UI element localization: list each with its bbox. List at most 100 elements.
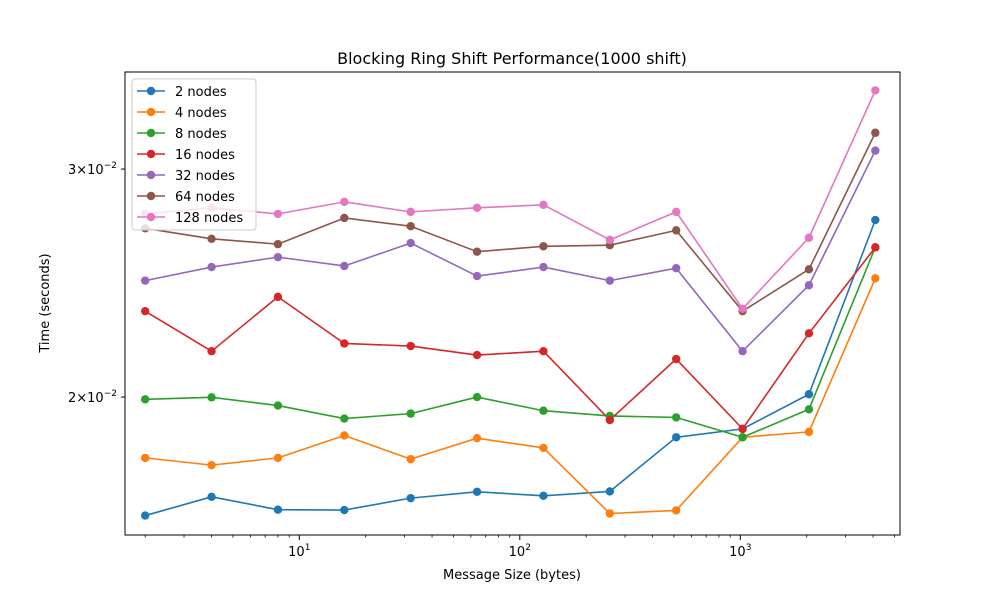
legend-label: 32 nodes [175,169,235,184]
data-point [273,239,283,249]
x-axis-label: Message Size (bytes) [443,568,581,583]
data-point [804,329,814,338]
data-point [871,243,880,252]
data-point [671,413,681,422]
data-point [804,390,814,399]
data-point [340,339,349,348]
data-point [539,346,548,356]
legend-swatch-marker [146,212,156,222]
data-point [472,433,482,443]
data-point [340,261,349,271]
data-point [140,276,150,285]
data-point [273,252,283,262]
data-point [671,226,681,235]
series-lines [144,90,877,517]
data-point [605,487,615,496]
legend-label: 4 nodes [175,106,227,121]
data-point [539,262,548,272]
x-tick-label: 101 [288,543,310,560]
data-point [273,401,283,410]
data-point [539,200,548,210]
legend-label: 2 nodes [175,85,227,100]
data-point [738,424,747,434]
data-point [472,350,482,360]
legend-swatch-marker [146,107,156,117]
y-axis-ticks: 2×10−2 3×10−2 [68,161,125,406]
data-point [340,213,349,223]
data-point [472,203,482,213]
data-point [340,414,349,423]
y-axis-label: Time (seconds) [38,253,53,353]
data-point [738,433,747,442]
data-point [273,209,283,219]
legend-label: 64 nodes [175,190,235,205]
data-point [406,341,415,351]
series-line-4 [145,150,877,352]
series-line-5 [145,132,877,312]
data-point [340,197,349,207]
data-point [539,406,548,415]
data-point [671,207,681,217]
series-markers [140,86,880,520]
plot-frame [124,71,901,536]
data-point [671,264,681,273]
data-point [140,453,150,463]
chart-title: Blocking Ring Shift Performance(1000 shi… [337,49,687,68]
data-point [207,346,216,356]
data-point [406,207,415,217]
data-point [472,247,482,256]
data-point [804,405,814,414]
data-point [406,409,415,418]
data-point [804,427,814,437]
data-point [472,487,482,496]
legend: 2 nodes 4 nodes 8 nodes 16 nodes 32 nodes 64 … [131,78,257,231]
data-point [804,281,814,290]
data-point [605,415,615,425]
data-point [539,491,548,500]
data-point [140,395,150,404]
legend-swatch-marker [146,170,156,180]
data-point [207,234,216,244]
data-point [340,431,349,440]
series-line-2 [145,247,877,439]
data-point [871,128,880,137]
data-point [472,392,482,402]
series-line-3 [144,246,876,430]
data-point [871,215,880,225]
data-point [207,393,216,402]
data-point [671,354,681,364]
legend-swatch-marker [146,149,156,159]
data-point [406,454,415,464]
data-point [605,509,615,518]
data-point [871,86,880,95]
legend-label: 16 nodes [175,148,235,163]
data-point [140,306,150,316]
data-point [340,505,349,515]
legend-swatch-marker [146,191,156,201]
legend-label: 128 nodes [175,211,243,226]
series-line-1 [145,278,877,515]
data-point [472,271,482,281]
data-point [207,492,216,501]
data-point [671,506,681,515]
data-point [207,262,216,272]
legend-label: 8 nodes [175,127,227,142]
legend-frame [131,78,257,231]
data-point [871,274,880,283]
data-point [804,265,814,274]
data-point [605,276,615,285]
data-point [273,453,283,463]
data-point [804,233,814,242]
data-point [406,493,415,503]
data-point [406,238,415,248]
y-tick-label: 3×10−2 [68,161,117,178]
series-line-0 [144,219,877,517]
data-point [207,460,216,470]
data-point [871,146,880,155]
x-tick-label: 103 [729,543,751,560]
series-line-6 [145,90,877,310]
y-tick-label: 2×10−2 [68,389,117,406]
data-point [738,304,747,313]
